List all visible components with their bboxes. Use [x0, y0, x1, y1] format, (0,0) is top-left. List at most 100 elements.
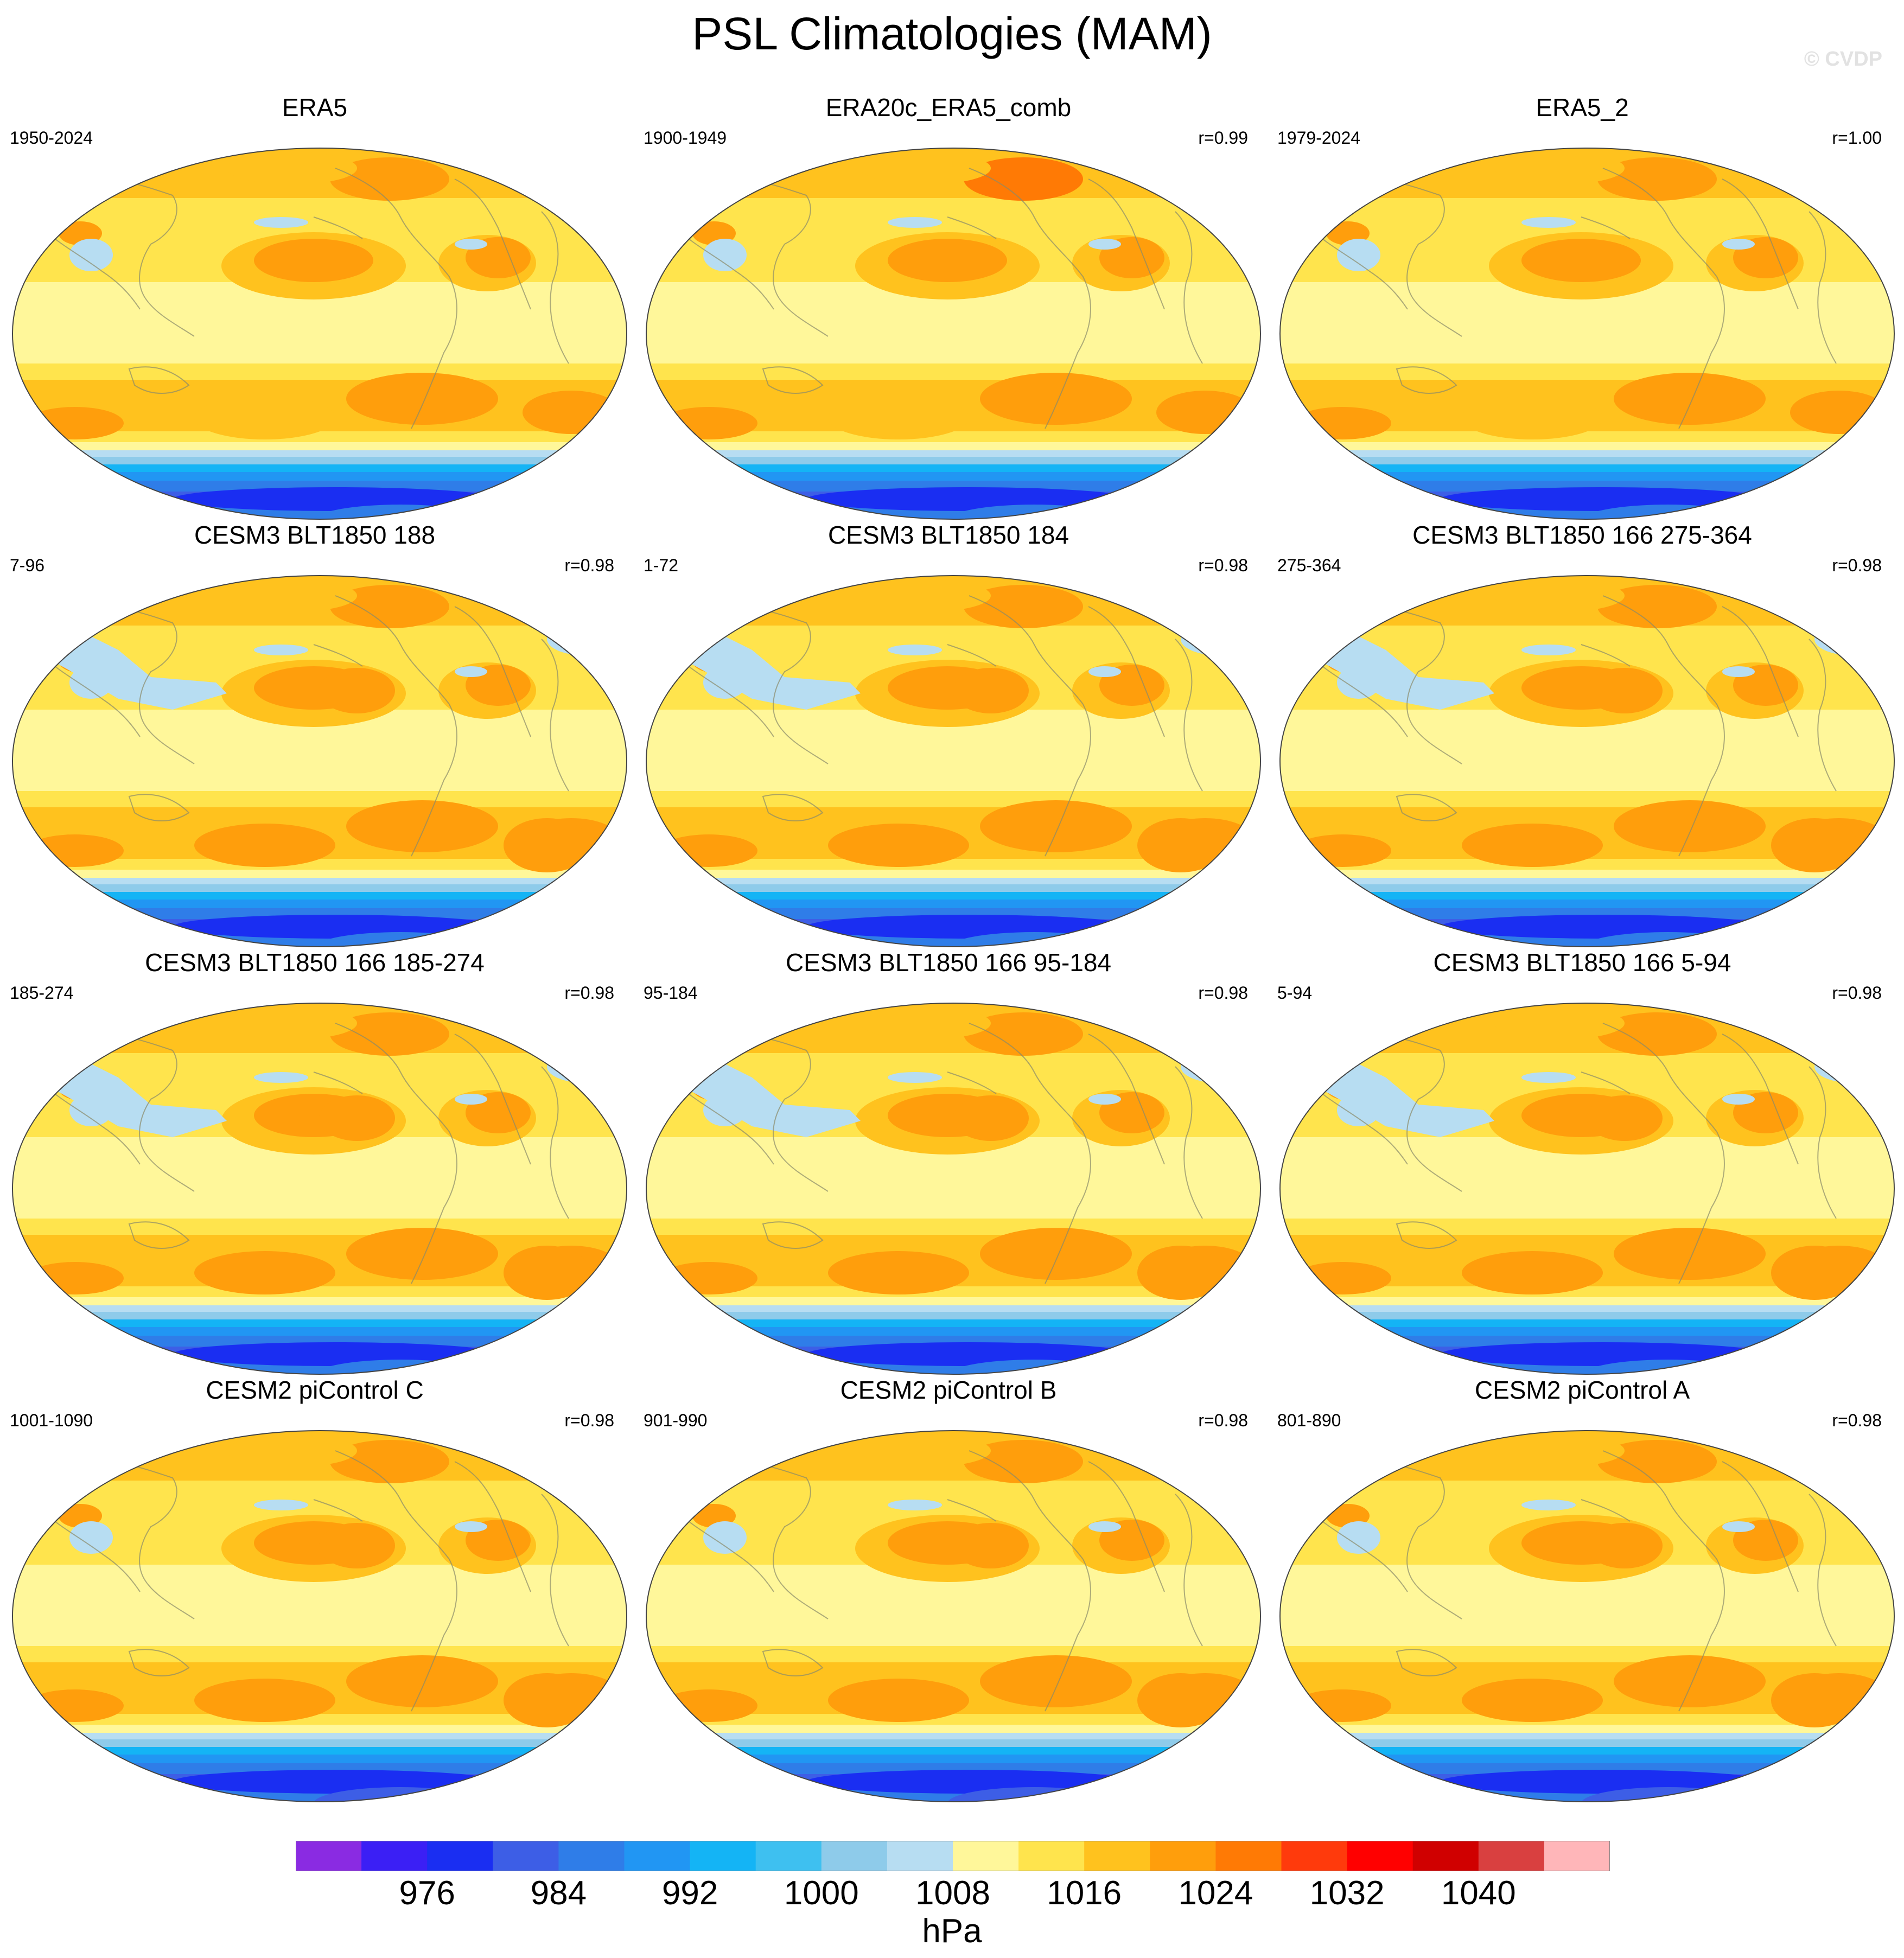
- panel-correlation: r=0.98: [1832, 556, 1882, 575]
- band-996: [12, 900, 627, 910]
- map-panel: CESM2 piControl C 1001-1090 r=0.98: [0, 1375, 629, 1803]
- nh-high-pacific-core: [319, 1523, 395, 1568]
- low-ring: [173, 487, 498, 511]
- sh-high-atlantic-core: [504, 1246, 590, 1300]
- band-996: [646, 1327, 1260, 1338]
- coastline: [1175, 211, 1203, 364]
- sh-high-atlantic-core: [1771, 818, 1858, 872]
- colorbar-swatch: [1281, 1841, 1348, 1871]
- coastline: [42, 655, 141, 737]
- sh-high-pacific-w: [1462, 1251, 1603, 1294]
- psl-map-svg: [12, 1003, 627, 1375]
- aleutian-low: [254, 1500, 308, 1510]
- icelandic-low: [455, 239, 487, 250]
- maritime-continent-low: [1299, 628, 1494, 710]
- icelandic-low: [1722, 666, 1755, 677]
- coastline: [1722, 606, 1799, 737]
- nh-high-pacific-core: [1587, 1095, 1663, 1141]
- map-panel: CESM3 BLT1850 166 275-364 275-364 r=0.98: [1268, 520, 1897, 948]
- maritime-continent-low: [31, 628, 227, 710]
- icelandic-low: [1088, 1094, 1121, 1105]
- coastline: [1809, 1066, 1837, 1219]
- icelandic-low: [455, 1094, 487, 1105]
- band-1000: [1280, 892, 1894, 902]
- panel-title: ERA20c_ERA5_comb: [825, 93, 1072, 122]
- nh-high-pacific: [254, 239, 373, 282]
- nh-high-pacific-core: [953, 1095, 1029, 1141]
- colorbar-units: hPa: [922, 1912, 982, 1950]
- sh-high-pacific-e: [1614, 1228, 1766, 1280]
- band-996: [12, 472, 627, 483]
- colorbar-swatch: [1478, 1841, 1545, 1871]
- siberian-high: [227, 152, 357, 184]
- colorbar-tick-label: 992: [661, 1874, 718, 1912]
- colorbar-swatch: [493, 1841, 559, 1871]
- band-1008: [1280, 450, 1894, 458]
- band-996: [1280, 472, 1894, 483]
- sh-high-atlantic: [523, 391, 620, 434]
- icelandic-low: [1088, 1521, 1121, 1532]
- band-996: [1280, 900, 1894, 910]
- nh-high-pacific-core: [953, 1523, 1029, 1568]
- coastline: [454, 606, 531, 737]
- sh-high-pacific-e: [980, 800, 1132, 852]
- colorbar-swatch: [1412, 1841, 1479, 1871]
- panel-correlation: r=1.00: [1832, 128, 1882, 148]
- colorbar-swatch: [427, 1841, 493, 1871]
- antarctic-high: [140, 1365, 205, 1374]
- antarctic-high: [1408, 1365, 1473, 1374]
- south-asia-low: [1337, 1521, 1380, 1554]
- aleutian-low: [888, 217, 942, 228]
- icelandic-low: [1722, 1521, 1755, 1532]
- coastline: [1396, 1221, 1457, 1249]
- psl-map: [10, 146, 629, 521]
- coastline: [676, 1082, 774, 1165]
- colorbar-tick-label: 1016: [1047, 1874, 1122, 1912]
- coastline: [313, 216, 363, 239]
- band-1008: [1280, 1305, 1894, 1313]
- coastline: [1309, 1082, 1408, 1165]
- map-panel: CESM2 piControl B 901-990 r=0.98: [634, 1375, 1263, 1803]
- atlantic-low: [1814, 1050, 1890, 1083]
- coastline: [454, 1461, 531, 1592]
- panel-correlation: r=0.98: [564, 1411, 614, 1430]
- coastline: [1088, 606, 1165, 737]
- coastline: [969, 1023, 1091, 1284]
- coastline: [313, 1499, 363, 1522]
- low-ring: [806, 1770, 1132, 1794]
- coastline: [1809, 1494, 1837, 1647]
- nh-high-pacific: [1521, 239, 1641, 282]
- coastline: [313, 1072, 363, 1094]
- sh-high-pacific-w: [194, 824, 335, 867]
- low-ring: [173, 915, 498, 939]
- coastline: [1581, 1499, 1631, 1522]
- map-panel: ERA5 1950-2024: [0, 92, 629, 521]
- map-panel: ERA20c_ERA5_comb 1900-1949 r=0.99: [634, 92, 1263, 521]
- psl-map: [644, 1429, 1263, 1803]
- psl-map: [1277, 146, 1897, 521]
- sh-high-pacific-e: [1614, 800, 1766, 852]
- coastline: [969, 1450, 1091, 1712]
- sh-high-pacific-e: [980, 1228, 1132, 1280]
- panel-title: ERA5: [282, 93, 348, 122]
- map-panel: CESM3 BLT1850 166 185-274 185-274 r=0.98: [0, 947, 629, 1376]
- coastline: [128, 1221, 190, 1249]
- maritime-continent-low: [31, 1056, 227, 1137]
- atlantic-low: [547, 623, 623, 655]
- band-1000: [646, 464, 1260, 474]
- sh-high-pacific-w: [194, 396, 335, 439]
- antarctic-high: [1408, 937, 1473, 947]
- psl-field: [12, 576, 627, 947]
- coastline: [1088, 1461, 1165, 1592]
- aleutian-low: [1521, 217, 1576, 228]
- coastline: [1175, 1066, 1203, 1219]
- siberian-high: [1494, 1434, 1625, 1467]
- coastline: [1581, 1072, 1631, 1094]
- map-panel: CESM3 BLT1850 166 5-94 5-94 r=0.98: [1268, 947, 1897, 1376]
- colorbar-frame: [296, 1841, 1610, 1871]
- band-1000: [12, 464, 627, 474]
- band-1000: [12, 892, 627, 902]
- colorbar-swatch: [1084, 1841, 1150, 1871]
- greenland-high: [1597, 1012, 1717, 1056]
- band-1004: [646, 1739, 1260, 1749]
